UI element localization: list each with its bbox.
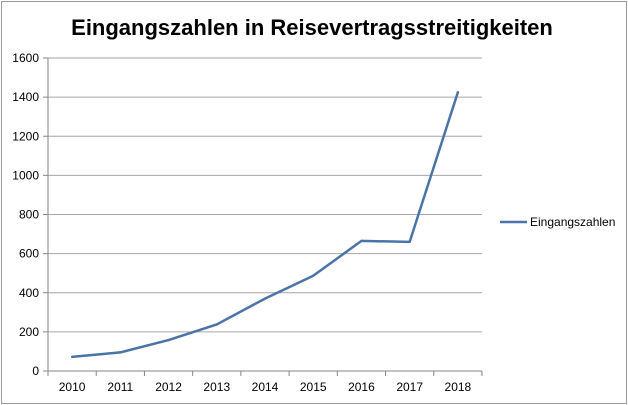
chart-title: Eingangszahlen in Reisevertragsstreitigk… [71, 15, 553, 40]
y-tick-label: 1000 [12, 168, 39, 182]
x-tick-label: 2011 [107, 380, 133, 394]
y-tick-label: 200 [19, 325, 39, 339]
data-point [360, 239, 363, 243]
series-line [71, 91, 460, 359]
y-axis-ticks: 0 200 400 600 800 1000 1200 1400 1600 [12, 51, 39, 378]
legend: Eingangszahlen [500, 215, 615, 229]
series-group [70, 91, 460, 359]
data-point [70, 355, 74, 359]
x-axis-ticks: 2010 2011 2012 2013 2014 2015 2016 2017 2018 [59, 380, 472, 394]
y-tick-label: 1600 [12, 51, 39, 65]
x-tick-label: 2014 [252, 380, 279, 394]
x-tick-label: 2012 [155, 380, 182, 394]
data-point [408, 240, 411, 244]
x-tick-label: 2010 [59, 380, 86, 394]
x-tick-label: 2018 [445, 380, 472, 394]
x-tick-label: 2016 [348, 380, 375, 394]
data-point [456, 91, 460, 94]
data-point [119, 351, 122, 354]
y-tick-label: 600 [19, 247, 39, 261]
data-point [215, 323, 218, 326]
axes [43, 57, 483, 376]
y-tick-label: 800 [19, 208, 39, 222]
gridlines [48, 57, 482, 372]
data-point [167, 338, 170, 342]
data-point [263, 297, 267, 300]
data-point [312, 274, 315, 277]
y-tick-label: 400 [19, 286, 39, 300]
y-tick-label: 0 [32, 364, 39, 378]
x-tick-label: 2013 [203, 380, 230, 394]
y-tick-label: 1400 [12, 90, 39, 104]
legend-label: Eingangszahlen [530, 215, 615, 229]
y-tick-label: 1200 [12, 129, 39, 143]
x-tick-label: 2015 [300, 380, 327, 394]
x-tick-label: 2017 [396, 380, 423, 394]
